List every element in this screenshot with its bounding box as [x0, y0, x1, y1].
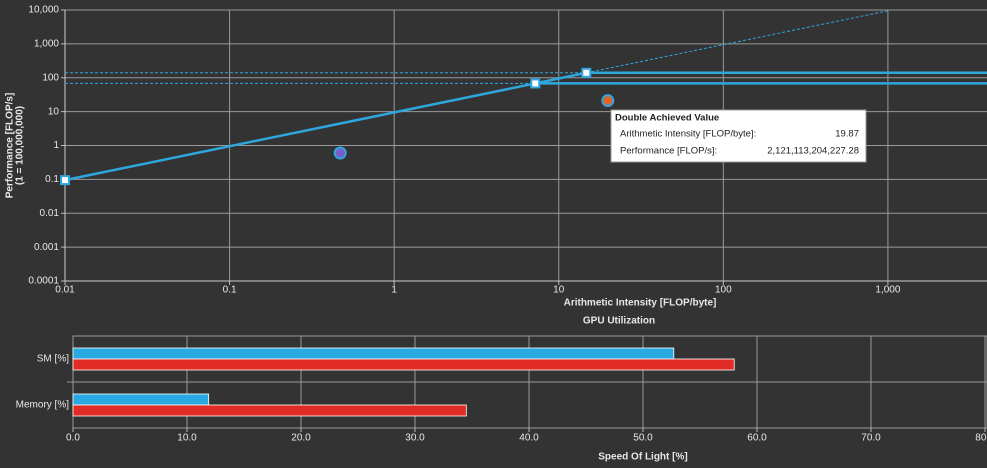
y-tick-label: Memory [%] [16, 400, 70, 411]
achieved-point [601, 94, 615, 108]
y-tick-label: 100 [42, 72, 59, 83]
y-axis-note: (1 = 100,000,000) [15, 106, 26, 185]
tooltip-value: 2,121,113,204,227.28 [767, 146, 859, 157]
y-tick-label: 1,000 [34, 39, 59, 50]
x-tick-label: 100 [715, 285, 732, 296]
bar [72, 404, 467, 417]
y-tick-label: 0.001 [34, 242, 59, 253]
bar [72, 393, 210, 406]
y-tick-label: 10,000 [28, 5, 59, 16]
x-tick-label: 10 [553, 285, 565, 296]
bar [72, 358, 735, 371]
x-tick-label: 1 [391, 285, 397, 296]
tooltip-box [610, 109, 867, 163]
x-tick-label: 10.0 [177, 433, 197, 444]
y-tick-label: 1 [53, 140, 59, 151]
tooltip-title: Double Achieved Value [615, 113, 719, 124]
x-axis-label: Arithmetic Intensity [FLOP/byte] [564, 298, 717, 309]
y-tick-label: 0.01 [40, 208, 60, 219]
roofline-knee [530, 78, 541, 89]
x-tick-label: 1,000 [875, 285, 900, 296]
x-tick-label: 50.0 [633, 433, 653, 444]
tooltip-key: Arithmetic Intensity [FLOP/byte]: [620, 129, 756, 140]
bar [72, 347, 675, 360]
x-tick-label: 30.0 [405, 433, 425, 444]
x-axis-label: Speed Of Light [%] [598, 452, 687, 463]
x-tick-label: 60.0 [747, 433, 767, 444]
chart-title: GPU Utilization [583, 316, 655, 327]
roofline-knee [60, 175, 70, 186]
y-tick-label: 10 [48, 106, 60, 117]
x-tick-label: 0.1 [223, 285, 237, 296]
y-tick-label: 0.0001 [28, 276, 59, 287]
y-tick-label: 0.1 [45, 174, 59, 185]
x-tick-label: 80.0 [975, 433, 987, 444]
x-tick-label: 0.0 [66, 433, 80, 444]
x-tick-label: 0.01 [55, 285, 75, 296]
y-axis-label: Performance [FLOP/s] [5, 93, 16, 199]
y-tick-label: SM [%] [37, 354, 69, 365]
achieved-point [333, 146, 347, 160]
tooltip-key: Performance [FLOP/s]: [620, 146, 717, 157]
tooltip: Double Achieved Value Arithmetic Intensit… [610, 109, 867, 163]
tooltip-value: 19.87 [835, 129, 859, 140]
roofline-knee [581, 67, 592, 78]
x-tick-label: 70.0 [861, 433, 881, 444]
x-tick-label: 40.0 [519, 433, 539, 444]
x-tick-label: 20.0 [291, 433, 311, 444]
roofline [586, 10, 889, 74]
